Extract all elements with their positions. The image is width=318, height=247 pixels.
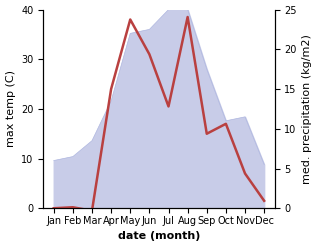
Y-axis label: max temp (C): max temp (C): [5, 70, 16, 147]
X-axis label: date (month): date (month): [118, 231, 200, 242]
Y-axis label: med. precipitation (kg/m2): med. precipitation (kg/m2): [302, 34, 313, 184]
